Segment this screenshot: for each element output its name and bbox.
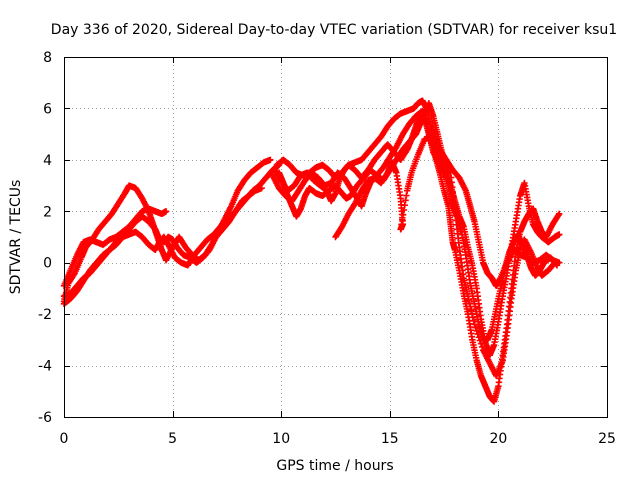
data-point (267, 156, 274, 164)
data-point (472, 324, 479, 331)
x-axis-title: GPS time / hours (276, 458, 393, 474)
x-tick-label: 15 (381, 431, 399, 447)
data-point (478, 343, 486, 351)
data-point (400, 206, 408, 214)
y-tick-label: 6 (43, 101, 52, 117)
data-point (469, 314, 477, 321)
data-point (398, 221, 405, 228)
data-point (258, 184, 265, 192)
series-track-1 (60, 156, 274, 305)
plot-frame (64, 57, 608, 418)
data-point (555, 211, 562, 219)
data-point (551, 259, 559, 266)
series-track-4 (60, 184, 265, 300)
axis-ticks (64, 57, 608, 418)
data-point (401, 201, 408, 209)
y-tick-label: 2 (43, 204, 52, 220)
data-point (475, 334, 483, 341)
y-tick-label: 4 (43, 153, 52, 169)
series-track-9 (332, 133, 559, 380)
data-point (468, 307, 475, 314)
data-point (471, 321, 478, 328)
x-tick-label: 25 (598, 431, 616, 447)
data-points (60, 97, 563, 405)
data-point (397, 226, 404, 233)
x-tick-labels: 0 5 10 15 20 25 (60, 431, 616, 447)
data-point (399, 216, 406, 223)
y-tick-label: -4 (38, 359, 52, 375)
data-point (476, 337, 484, 344)
data-point (466, 300, 473, 307)
y-tick-label: 8 (43, 50, 52, 66)
data-point (474, 330, 481, 338)
data-point (556, 231, 563, 238)
y-tick-label: -6 (38, 410, 52, 426)
x-tick-label: 20 (489, 431, 507, 447)
x-tick-label: 0 (60, 431, 69, 447)
data-point (556, 210, 563, 218)
y-tick-label: 0 (43, 256, 52, 272)
y-tick-label: -2 (38, 307, 52, 323)
y-tick-labels: -6 -4 -2 0 2 4 6 8 (38, 50, 52, 426)
y-axis-title: SDTVAR / TECUs (8, 180, 24, 295)
x-tick-label: 5 (168, 431, 177, 447)
data-point (465, 296, 473, 303)
data-point (467, 303, 474, 310)
chart-title: Day 336 of 2020, Sidereal Day-to-day VTE… (51, 22, 617, 38)
data-point (470, 317, 477, 325)
data-point (162, 208, 170, 215)
data-point (402, 197, 409, 204)
series-track-7 (271, 110, 561, 344)
data-point (477, 340, 485, 347)
data-point (399, 211, 407, 219)
data-point (464, 292, 472, 300)
data-point (446, 168, 454, 175)
data-point (468, 310, 476, 318)
data-point (403, 192, 410, 199)
data-point (473, 327, 480, 335)
data-point (550, 260, 558, 267)
x-tick-label: 10 (272, 431, 290, 447)
